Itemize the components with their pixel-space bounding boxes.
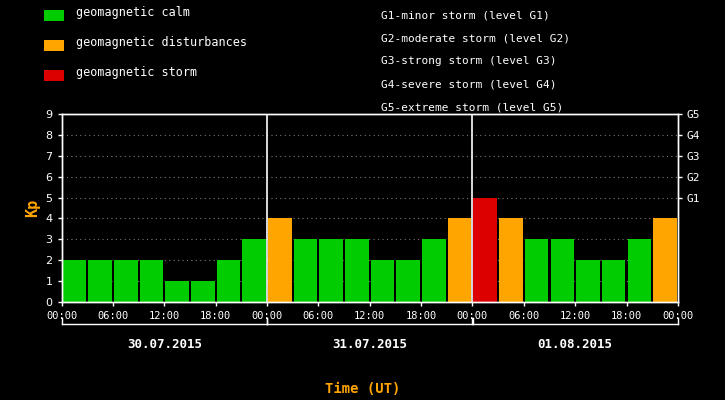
Bar [397,260,420,302]
Text: G4-severe storm (level G4): G4-severe storm (level G4) [381,80,556,90]
Bar [422,239,446,302]
Y-axis label: Kp: Kp [25,199,40,217]
Bar [576,260,600,302]
Text: geomagnetic calm: geomagnetic calm [76,6,190,19]
Bar [114,260,138,302]
Bar [499,218,523,302]
Bar [268,218,291,302]
Text: G1-minor storm (level G1): G1-minor storm (level G1) [381,10,550,20]
Bar [653,218,677,302]
Bar [242,239,266,302]
Text: 30.07.2015: 30.07.2015 [127,338,202,351]
Bar [602,260,626,302]
Text: geomagnetic disturbances: geomagnetic disturbances [76,36,247,49]
Bar [550,239,574,302]
Text: G3-strong storm (level G3): G3-strong storm (level G3) [381,56,556,66]
Bar [448,218,471,302]
Bar [320,239,343,302]
Bar [345,239,369,302]
Text: Time (UT): Time (UT) [325,382,400,396]
Text: 01.08.2015: 01.08.2015 [538,338,613,351]
Bar [191,281,215,302]
Bar [165,281,189,302]
Bar [88,260,112,302]
Text: G5-extreme storm (level G5): G5-extreme storm (level G5) [381,103,563,113]
Text: 31.07.2015: 31.07.2015 [332,338,407,351]
Bar [525,239,548,302]
Bar [370,260,394,302]
Bar [473,198,497,302]
Text: geomagnetic storm: geomagnetic storm [76,66,197,79]
Bar [140,260,163,302]
Bar [217,260,240,302]
Bar [62,260,86,302]
Bar [294,239,318,302]
Bar [628,239,651,302]
Text: G2-moderate storm (level G2): G2-moderate storm (level G2) [381,33,570,43]
